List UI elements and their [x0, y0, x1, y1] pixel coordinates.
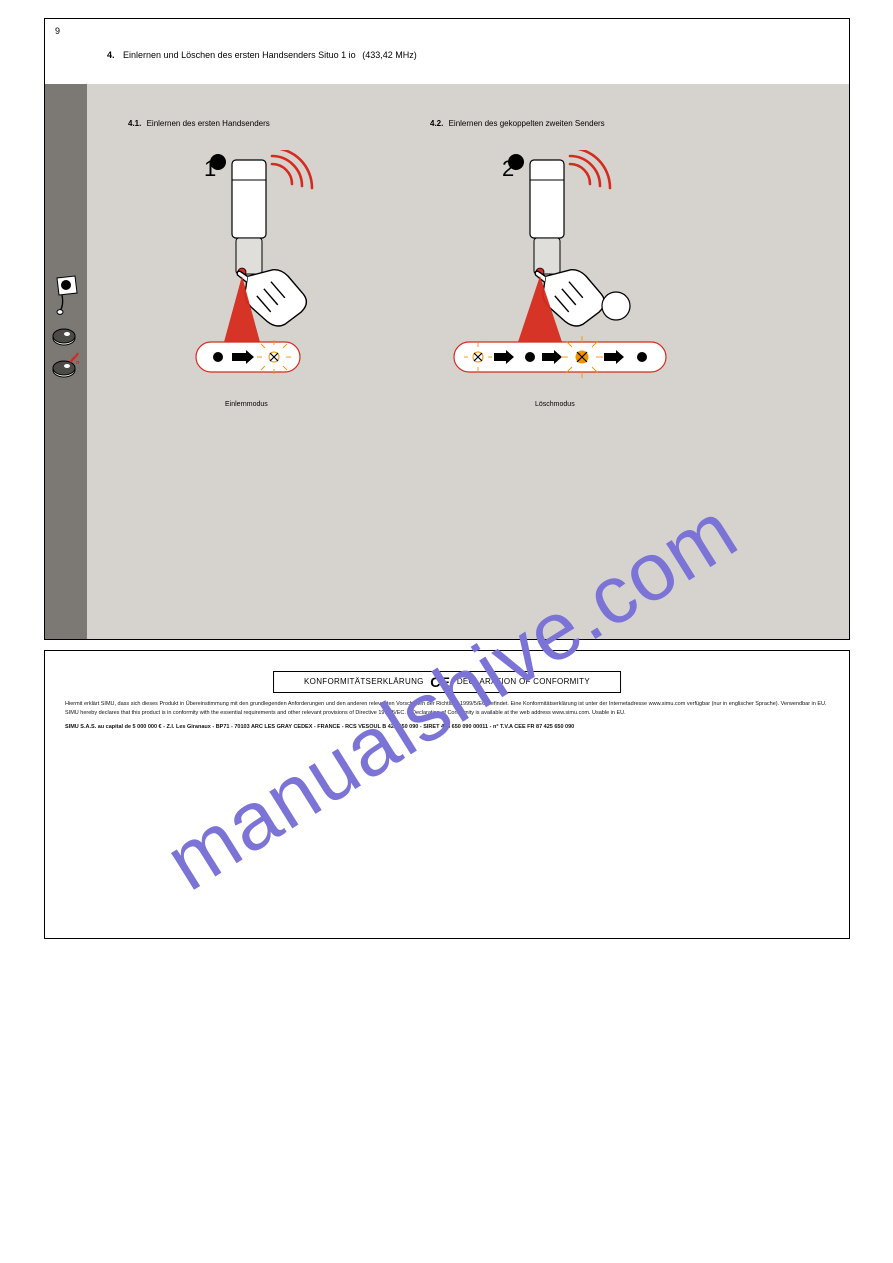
- decl-para-de: Hiermit erklärt SIMU, dass sich dieses P…: [65, 701, 829, 708]
- caption-right: Löschmodus: [535, 400, 575, 409]
- banner-right: DECLARATION OF CONFORMITY: [457, 677, 590, 686]
- declaration-banner: KONFORMITÄTSERKLÄRUNG CE DECLARATION OF …: [273, 671, 621, 693]
- svg-text:1: 1: [75, 328, 78, 334]
- sidebar-icon-remote-red: n: [52, 352, 80, 380]
- banner-left: KONFORMITÄTSERKLÄRUNG: [304, 677, 424, 686]
- figure-step-2: [440, 150, 740, 410]
- sub42-title: Einlernen des gekoppelten zweiten Sender…: [449, 119, 605, 128]
- svg-text:n: n: [76, 360, 80, 366]
- declaration-body: Hiermit erklärt SIMU, dass sich dieses P…: [65, 701, 829, 733]
- section-heading: 4. Einlernen und Löschen des ersten Hand…: [107, 50, 417, 60]
- decl-para-en: SIMU hereby declares that this product i…: [65, 710, 829, 717]
- declaration-frame: KONFORMITÄTSERKLÄRUNG CE DECLARATION OF …: [44, 650, 850, 939]
- sub42-num: 4.2.: [430, 119, 443, 128]
- sub41-title: Einlernen des ersten Handsenders: [147, 119, 270, 128]
- sidebar-icon-remote-gray: 1: [52, 322, 80, 348]
- sidebar-icon-actuator: [52, 275, 80, 315]
- figure-step-1: [162, 150, 382, 410]
- section-param: (433,42 MHz): [362, 50, 417, 60]
- sub41-num: 4.1.: [128, 119, 141, 128]
- subsection-41: 4.1. Einlernen des ersten Handsenders: [128, 119, 270, 129]
- page-number: 9: [55, 26, 60, 36]
- decl-address: SIMU S.A.S. au capital de 5 000 000 € - …: [65, 724, 829, 731]
- section-number: 4.: [107, 50, 115, 60]
- subsection-42: 4.2. Einlernen des gekoppelten zweiten S…: [430, 119, 605, 129]
- ce-mark-icon: CE: [430, 674, 450, 690]
- section-title: Einlernen und Löschen des ersten Handsen…: [123, 50, 356, 60]
- caption-left: Einlernmodus: [225, 400, 268, 409]
